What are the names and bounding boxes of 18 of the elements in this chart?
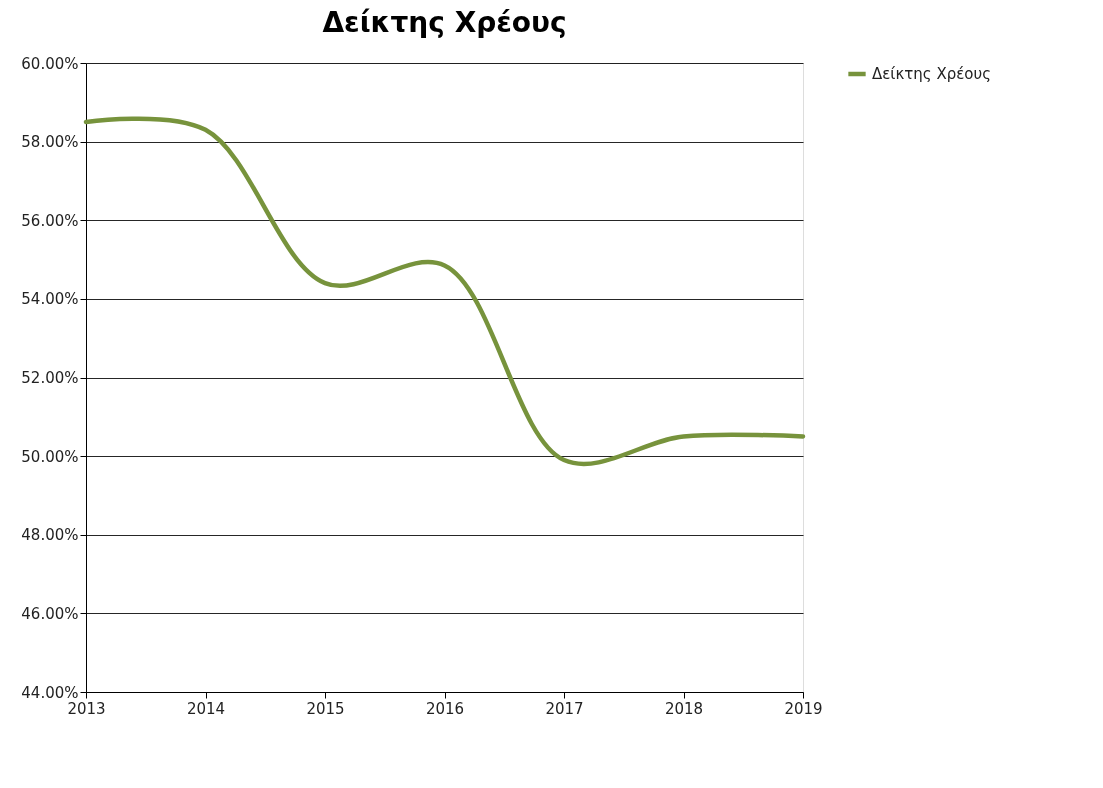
y-tick-label: 48.00%: [21, 526, 79, 545]
chart-title: Δείκτης Χρέους: [322, 6, 567, 39]
y-tick-label: 56.00%: [21, 211, 79, 230]
x-tick-label: 2017: [545, 699, 584, 718]
y-tick-label: 58.00%: [21, 133, 79, 152]
x-tick-label: 2019: [784, 699, 823, 718]
y-tick-label: 54.00%: [21, 290, 79, 309]
y-tick-label: 46.00%: [21, 604, 79, 623]
y-tick-label: 50.00%: [21, 447, 79, 466]
x-tick-label: 2018: [664, 699, 704, 718]
y-tick-label: 60.00%: [21, 54, 79, 73]
y-tick-label: 44.00%: [21, 683, 79, 702]
legend-label: Δείκτης Χρέους: [872, 65, 991, 83]
x-tick-label: 2014: [186, 699, 226, 718]
x-tick-label: 2016: [425, 699, 465, 718]
x-tick-label: 2013: [67, 699, 106, 718]
x-tick-label: 2015: [306, 699, 345, 718]
y-tick-label: 52.00%: [21, 369, 79, 387]
